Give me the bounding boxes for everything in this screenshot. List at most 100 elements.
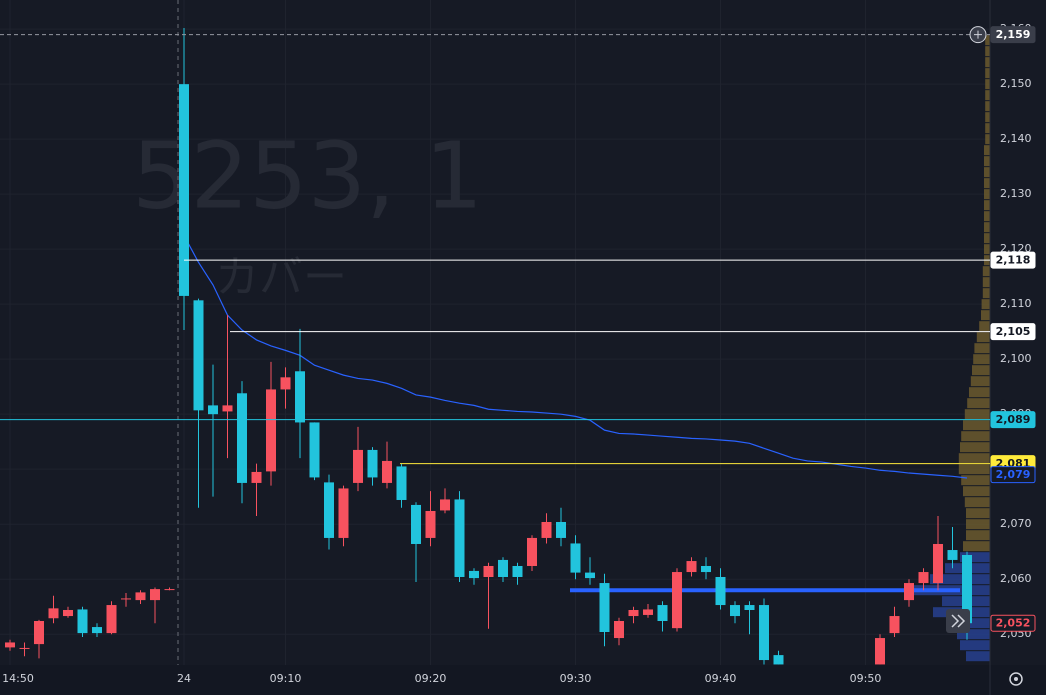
- grid: [0, 0, 990, 665]
- candle-body: [150, 589, 160, 601]
- profile-bar: [982, 288, 990, 299]
- x-tick-label: 24: [177, 672, 191, 685]
- x-axis: [0, 665, 1046, 695]
- candle-body: [657, 605, 668, 621]
- candle-body: [222, 405, 233, 412]
- profile-bar: [984, 222, 990, 233]
- price-label-box: [990, 251, 1036, 269]
- profile-bar: [985, 57, 990, 68]
- profile-bar: [972, 365, 990, 376]
- price-label-box: [990, 26, 1036, 44]
- y-tick-label: 2,150: [1000, 77, 1032, 90]
- price-label-box: [990, 466, 1036, 484]
- profile-bar: [967, 398, 990, 409]
- price-label-box: [990, 614, 1036, 632]
- candle-body: [556, 521, 566, 538]
- profile-bar: [958, 464, 990, 475]
- profile-bar: [964, 409, 990, 420]
- candle-body: [193, 300, 204, 411]
- candle-body: [947, 550, 958, 560]
- x-tick-label: 09:10: [270, 672, 302, 685]
- price-label: 2,159: [996, 28, 1031, 41]
- x-tick-label: 14:50: [2, 672, 34, 685]
- profile-bar: [960, 640, 990, 651]
- candle-body: [672, 572, 682, 629]
- candle-body: [338, 488, 349, 538]
- candle-body: [5, 642, 15, 648]
- profile-bar: [960, 442, 990, 453]
- candle-body: [121, 598, 131, 600]
- scroll-button[interactable]: [946, 609, 970, 633]
- profile-bar: [982, 266, 990, 277]
- candle-body: [396, 466, 407, 500]
- profile-bar: [966, 651, 990, 662]
- candle-body: [454, 499, 465, 577]
- price-label: 2,079: [996, 468, 1031, 481]
- candle-body: [904, 583, 914, 601]
- candle-body: [570, 543, 581, 573]
- x-tick-label: 09:30: [560, 672, 592, 685]
- candle-body: [92, 627, 102, 634]
- candle-body: [295, 371, 305, 423]
- candle-body: [527, 537, 537, 566]
- candle-body: [34, 620, 44, 645]
- vwap-line: [183, 235, 968, 479]
- settings-icon[interactable]: [1009, 672, 1023, 686]
- candle-body: [353, 449, 363, 483]
- profile-bar: [957, 629, 990, 640]
- price-label: 2,118: [996, 254, 1031, 267]
- profile-bar: [985, 101, 990, 112]
- candle-body: [585, 572, 595, 579]
- price-label: 2,105: [996, 325, 1031, 338]
- candle-body: [425, 510, 436, 538]
- candle-body: [309, 422, 320, 478]
- profile-bar: [985, 123, 990, 134]
- candle-body: [164, 589, 175, 591]
- profile-bar: [985, 90, 990, 101]
- x-tick-label: 09:40: [705, 672, 737, 685]
- candle-body: [48, 608, 59, 619]
- profile-bar: [966, 508, 990, 519]
- profile-bar: [979, 321, 990, 332]
- profile-bar: [984, 145, 990, 156]
- profile-bar: [963, 420, 990, 431]
- candle-body: [106, 605, 117, 634]
- candle-body: [773, 655, 784, 665]
- price-label-box: [990, 323, 1036, 341]
- profile-bar: [930, 574, 990, 585]
- profile-bar: [984, 233, 990, 244]
- candle-body: [469, 570, 479, 579]
- candle-body: [599, 583, 610, 632]
- candle-body: [280, 377, 291, 390]
- profile-bar: [958, 453, 990, 464]
- candle-body: [498, 559, 508, 577]
- profile-bar: [984, 156, 990, 167]
- profile-bar: [985, 68, 990, 79]
- profile-bar: [963, 486, 990, 497]
- profile-bar: [981, 310, 990, 321]
- profile-bar: [984, 167, 990, 178]
- price-label: 2,089: [996, 413, 1031, 426]
- price-label: 2,052: [996, 617, 1031, 630]
- candle-body: [889, 616, 900, 634]
- candle-body: [686, 561, 697, 573]
- profile-bar: [964, 497, 990, 508]
- y-tick-label: 2,100: [1000, 352, 1032, 365]
- candle-body: [933, 543, 943, 584]
- profile-bar: [969, 387, 990, 398]
- profile-bar: [985, 35, 990, 46]
- watermark-name: カバー: [215, 252, 347, 303]
- candle-body: [440, 499, 450, 511]
- candle-body: [266, 389, 276, 472]
- candle-body: [614, 620, 624, 639]
- x-tick-label: 09:20: [415, 672, 447, 685]
- y-tick-label: 2,060: [1000, 572, 1032, 585]
- profile-bar: [961, 475, 990, 486]
- candle-body: [628, 609, 639, 617]
- candle-body: [63, 609, 73, 617]
- candle-body: [367, 449, 378, 478]
- profile-bar: [984, 178, 990, 189]
- add-icon: [974, 30, 982, 39]
- profile-bar: [966, 530, 990, 541]
- profile-bar: [984, 189, 990, 200]
